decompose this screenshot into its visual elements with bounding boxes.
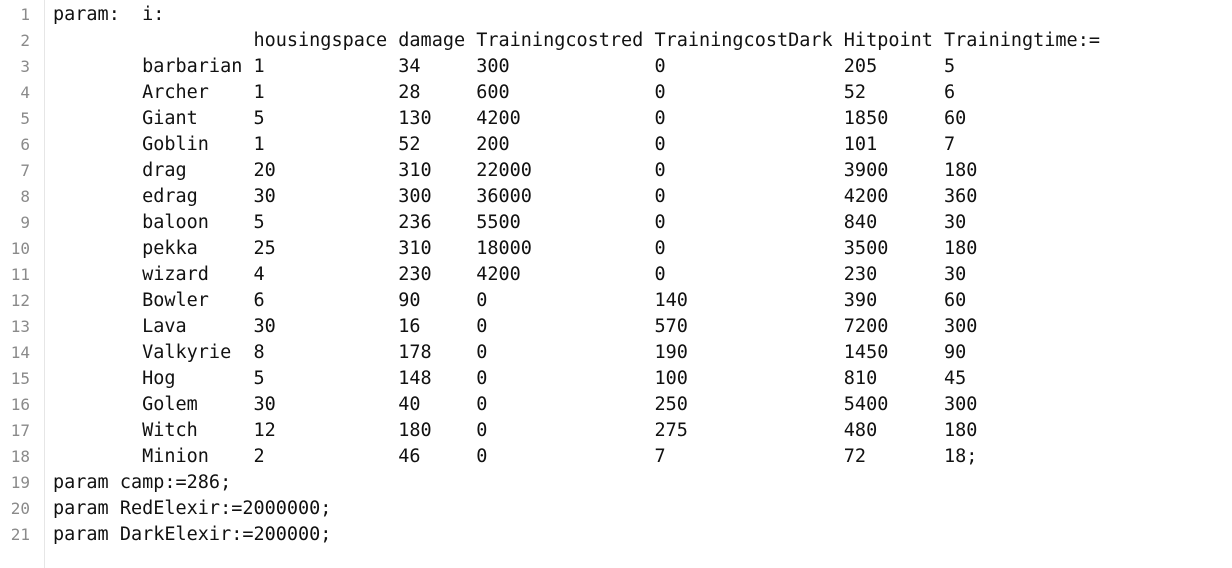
editor-lines: 1 param: i: 2 housingspace damage Trainin…: [0, 2, 1232, 548]
code-text: drag 20 310 22000 0 3900 180: [53, 160, 978, 181]
code-text: Giant 5 130 4200 0 1850 60: [53, 108, 967, 129]
code-line[interactable]: 14 Valkyrie 8 178 0 190 1450 90: [0, 340, 1232, 366]
line-number-gutter: [0, 0, 45, 568]
code-text: edrag 30 300 36000 0 4200 360: [53, 186, 978, 207]
code-text: Minion 2 46 0 7 72 18;: [53, 446, 978, 467]
line-number: 2: [20, 31, 30, 50]
code-text: param RedElexir:=2000000;: [53, 498, 332, 519]
code-text: Lava 30 16 0 570 7200 300: [53, 316, 978, 337]
code-line[interactable]: 3 barbarian 1 34 300 0 205 5: [0, 54, 1232, 80]
line-number: 18: [10, 447, 30, 466]
code-line[interactable]: 11 wizard 4 230 4200 0 230 30: [0, 262, 1232, 288]
line-number: 20: [10, 499, 30, 518]
code-text: param camp:=286;: [53, 472, 232, 493]
line-number: 15: [10, 369, 30, 388]
code-line[interactable]: 19 param camp:=286;: [0, 470, 1232, 496]
line-number: 11: [10, 265, 30, 284]
code-line[interactable]: 15 Hog 5 148 0 100 810 45: [0, 366, 1232, 392]
line-number: 16: [10, 395, 30, 414]
line-number: 19: [10, 473, 30, 492]
code-text: barbarian 1 34 300 0 205 5: [53, 56, 956, 77]
code-text: Hog 5 148 0 100 810 45: [53, 368, 967, 389]
line-number: 12: [10, 291, 30, 310]
line-number: 9: [20, 213, 30, 232]
line-number: 10: [10, 239, 30, 258]
line-number: 17: [10, 421, 30, 440]
code-line[interactable]: 13 Lava 30 16 0 570 7200 300: [0, 314, 1232, 340]
line-number: 13: [10, 317, 30, 336]
code-line[interactable]: 12 Bowler 6 90 0 140 390 60: [0, 288, 1232, 314]
code-text: baloon 5 236 5500 0 840 30: [53, 212, 967, 233]
code-text: Bowler 6 90 0 140 390 60: [53, 290, 967, 311]
code-line[interactable]: 8 edrag 30 300 36000 0 4200 360: [0, 184, 1232, 210]
code-line[interactable]: 16 Golem 30 40 0 250 5400 300: [0, 392, 1232, 418]
line-number: 3: [20, 57, 30, 76]
code-text: pekka 25 310 18000 0 3500 180: [53, 238, 978, 259]
line-number: 8: [20, 187, 30, 206]
line-number: 1: [20, 5, 30, 24]
code-text: Golem 30 40 0 250 5400 300: [53, 394, 978, 415]
code-text: housingspace damage Trainingcostred Trai…: [53, 30, 1100, 51]
code-text: param: i:: [53, 4, 165, 25]
code-text: param DarkElexir:=200000;: [53, 524, 332, 545]
line-number: 6: [20, 135, 30, 154]
code-line[interactable]: 1 param: i:: [0, 2, 1232, 28]
code-text: Valkyrie 8 178 0 190 1450 90: [53, 342, 967, 363]
line-number: 14: [10, 343, 30, 362]
code-text: Archer 1 28 600 0 52 6: [53, 82, 956, 103]
code-line[interactable]: 2 housingspace damage Trainingcostred Tr…: [0, 28, 1232, 54]
line-number: 21: [10, 525, 30, 544]
line-number: 7: [20, 161, 30, 180]
code-text: Witch 12 180 0 275 480 180: [53, 420, 978, 441]
code-line[interactable]: 18 Minion 2 46 0 7 72 18;: [0, 444, 1232, 470]
code-text: Goblin 1 52 200 0 101 7: [53, 134, 956, 155]
code-line[interactable]: 21 param DarkElexir:=200000;: [0, 522, 1232, 548]
code-line[interactable]: 4 Archer 1 28 600 0 52 6: [0, 80, 1232, 106]
code-line[interactable]: 6 Goblin 1 52 200 0 101 7: [0, 132, 1232, 158]
code-line[interactable]: 17 Witch 12 180 0 275 480 180: [0, 418, 1232, 444]
code-line[interactable]: 9 baloon 5 236 5500 0 840 30: [0, 210, 1232, 236]
line-number: 4: [20, 83, 30, 102]
code-line[interactable]: 7 drag 20 310 22000 0 3900 180: [0, 158, 1232, 184]
code-line[interactable]: 10 pekka 25 310 18000 0 3500 180: [0, 236, 1232, 262]
line-number: 5: [20, 109, 30, 128]
code-line[interactable]: 5 Giant 5 130 4200 0 1850 60: [0, 106, 1232, 132]
code-line[interactable]: 20 param RedElexir:=2000000;: [0, 496, 1232, 522]
code-text: wizard 4 230 4200 0 230 30: [53, 264, 967, 285]
